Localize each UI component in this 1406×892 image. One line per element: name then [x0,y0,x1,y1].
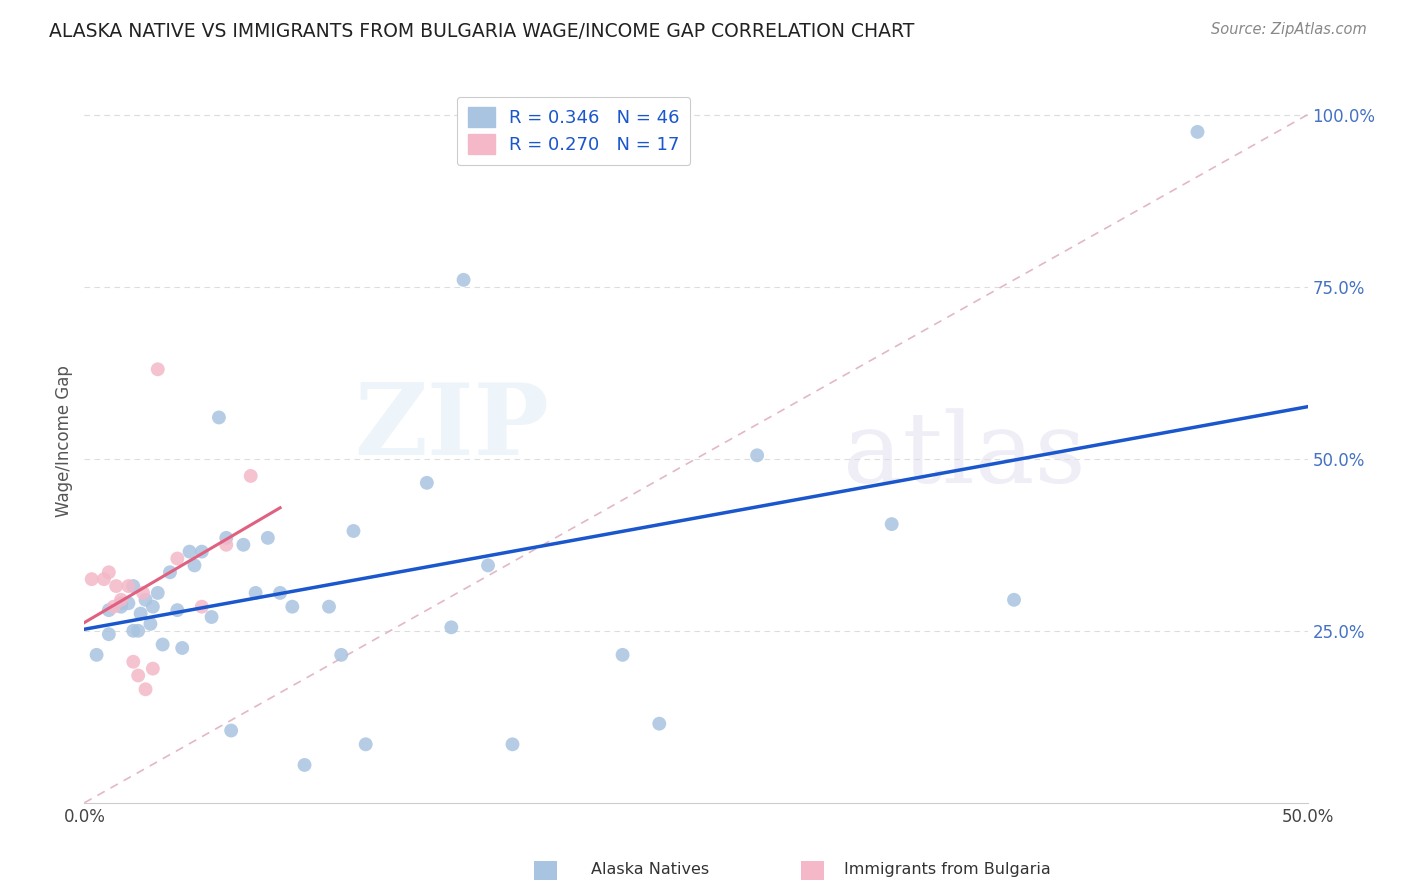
Point [239,469,262,483]
Point [232,538,254,552]
Point [97,603,120,617]
Point [269,586,291,600]
Point [122,655,145,669]
Text: ZIP: ZIP [354,378,550,475]
Point [179,544,201,558]
Text: atlas: atlas [842,409,1085,504]
Point [97,627,120,641]
Point [139,616,162,631]
Point [172,640,194,655]
Point [103,599,125,614]
Point [342,524,364,538]
Point [129,607,152,621]
Point [354,737,377,751]
Point [166,603,188,617]
Point [146,362,169,376]
Point [110,592,132,607]
Point [453,273,475,287]
Point [191,599,214,614]
Point [200,610,222,624]
Point [122,579,145,593]
Point [191,544,214,558]
Point [110,599,132,614]
Point [142,599,165,614]
Legend: R = 0.346   N = 46, R = 0.270   N = 17: R = 0.346 N = 46, R = 0.270 N = 17 [457,96,690,165]
Point [330,648,353,662]
Point [281,599,304,614]
Point [440,620,463,634]
Point [80,572,103,586]
Point [416,475,439,490]
Point [477,558,499,573]
Y-axis label: Wage/Income Gap: Wage/Income Gap [55,366,73,517]
Point [97,566,120,580]
Point [135,682,157,697]
Point [612,648,634,662]
Text: ALASKA NATIVE VS IMMIGRANTS FROM BULGARIA WAGE/INCOME GAP CORRELATION CHART: ALASKA NATIVE VS IMMIGRANTS FROM BULGARI… [49,22,914,41]
Point [219,723,242,738]
Point [1187,125,1209,139]
Point [159,566,181,580]
Point [183,558,205,573]
Point [135,592,157,607]
Point [318,599,340,614]
Point [127,624,149,638]
Point [880,517,903,532]
Point [122,624,145,638]
Point [215,538,238,552]
Point [648,716,671,731]
Point [117,579,139,593]
Point [257,531,280,545]
Point [127,668,149,682]
Point [142,662,165,676]
Point [502,737,524,751]
Point [215,531,238,545]
Text: Source: ZipAtlas.com: Source: ZipAtlas.com [1211,22,1367,37]
Point [1002,592,1025,607]
Point [245,586,267,600]
Point [93,572,115,586]
Point [105,579,128,593]
Point [117,596,139,610]
Point [166,551,188,566]
Point [747,448,769,462]
Point [86,648,108,662]
Point [294,758,316,772]
Point [152,638,174,652]
Point [110,596,132,610]
Text: Alaska Natives: Alaska Natives [591,863,709,877]
Point [132,586,155,600]
Point [208,410,231,425]
Point [146,586,169,600]
Text: Immigrants from Bulgaria: Immigrants from Bulgaria [844,863,1050,877]
